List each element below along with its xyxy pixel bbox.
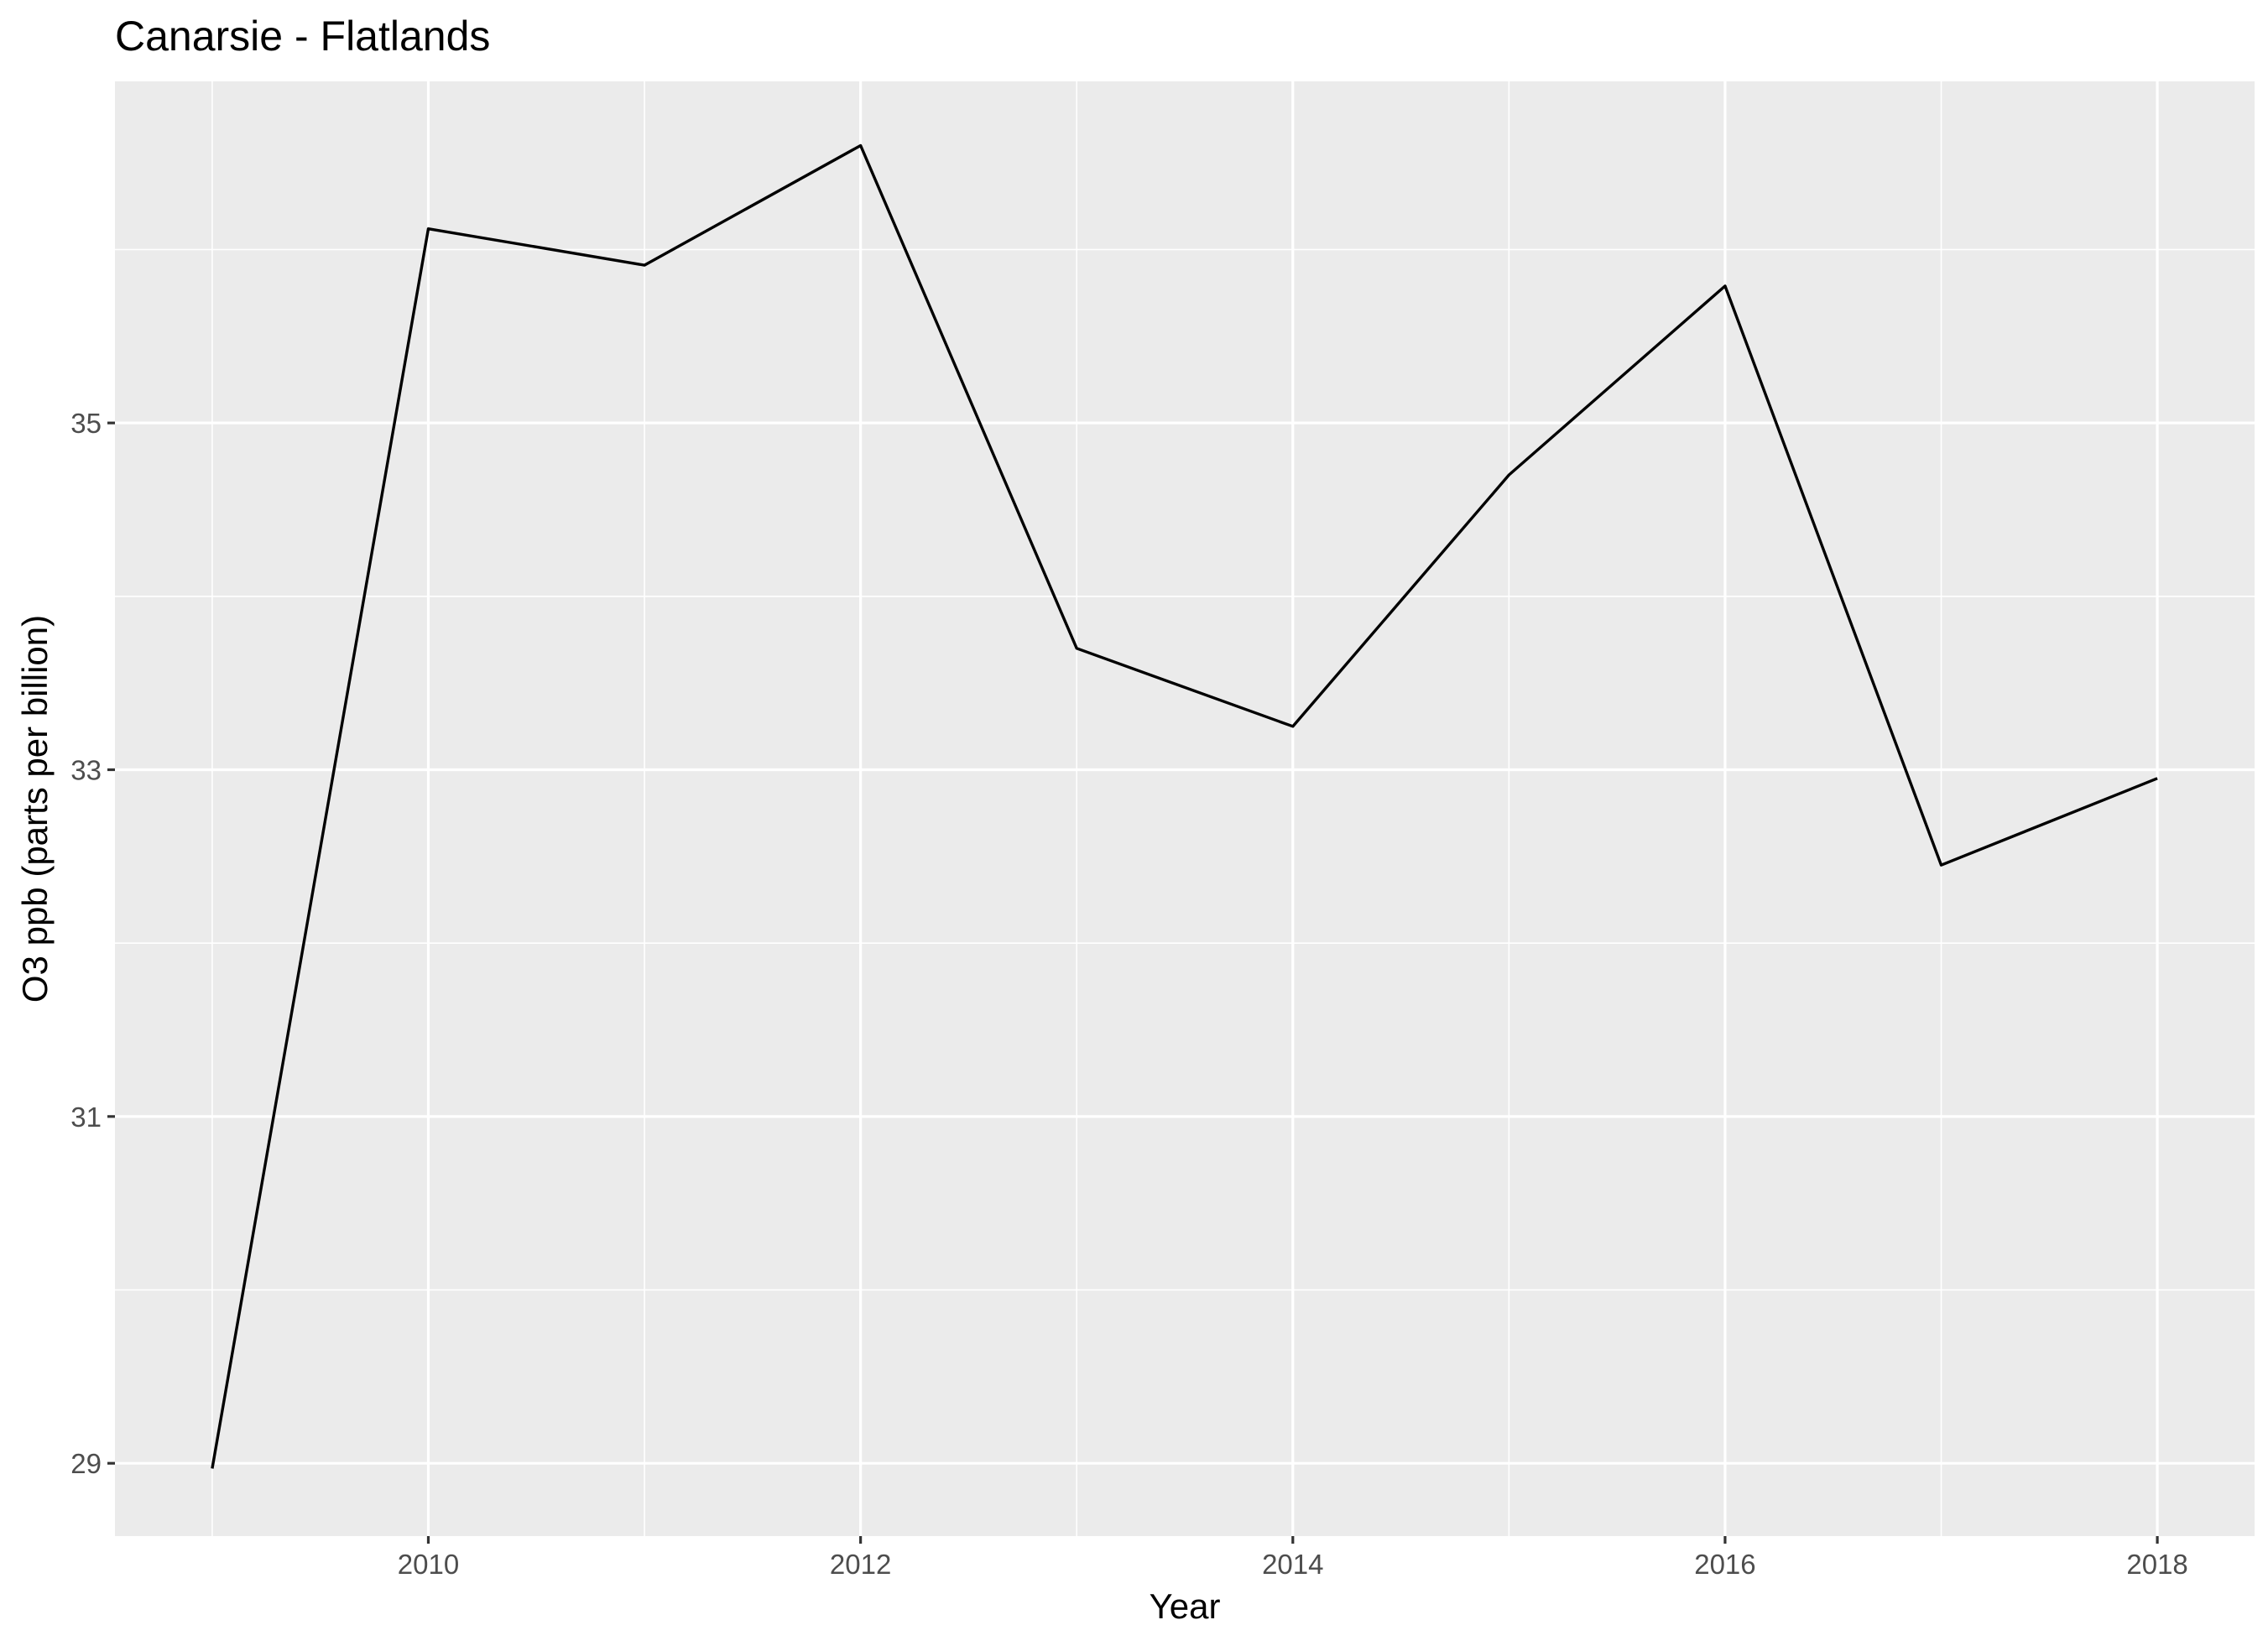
x-axis-title: Year (1150, 1586, 1221, 1626)
plot-panel (115, 81, 2255, 1536)
y-axis-title: O3 ppb (parts per billion) (15, 615, 55, 1003)
y-axis: 29 31 33 35 (70, 408, 115, 1479)
minor-gridlines (115, 81, 2255, 1536)
major-gridlines (115, 81, 2255, 1536)
y-tick-label: 29 (70, 1448, 102, 1479)
y-tick-label: 31 (70, 1102, 102, 1133)
x-axis: 2010 2012 2014 2016 2018 (398, 1536, 2188, 1580)
x-tick-label: 2012 (830, 1549, 891, 1580)
x-tick-label: 2010 (398, 1549, 459, 1580)
x-tick-label: 2018 (2126, 1549, 2187, 1580)
data-series (211, 143, 2158, 1469)
y-tick-label: 35 (70, 408, 102, 439)
y-tick-label: 33 (70, 754, 102, 785)
x-tick-label: 2014 (1262, 1549, 1323, 1580)
x-tick-label: 2016 (1694, 1549, 1755, 1580)
series-line-0 (211, 143, 2158, 1469)
chart-title: Canarsie - Flatlands (115, 13, 490, 60)
